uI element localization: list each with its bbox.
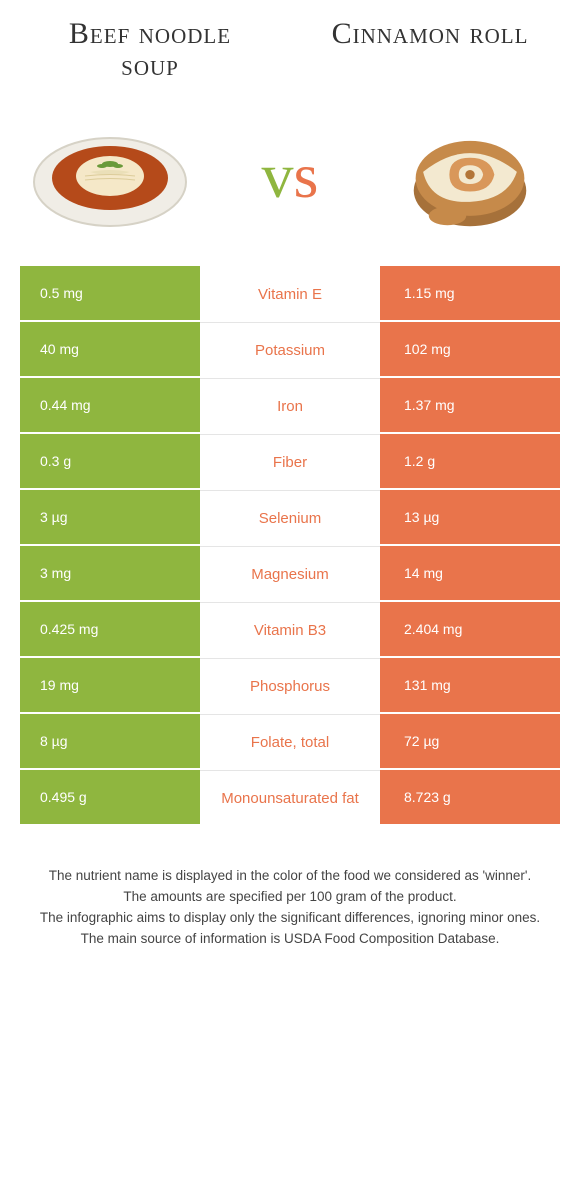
nutrient-label: Potassium bbox=[200, 322, 380, 378]
table-row: 3 µgSelenium13 µg bbox=[20, 490, 560, 546]
vs-label: vs bbox=[262, 139, 319, 213]
nutrient-table: 0.5 mgVitamin E1.15 mg40 mgPotassium102 … bbox=[20, 266, 560, 826]
table-row: 0.44 mgIron1.37 mg bbox=[20, 378, 560, 434]
left-food-image bbox=[30, 116, 190, 236]
table-row: 40 mgPotassium102 mg bbox=[20, 322, 560, 378]
table-row: 19 mgPhosphorus131 mg bbox=[20, 658, 560, 714]
right-value: 1.37 mg bbox=[380, 378, 560, 434]
footer-line: The nutrient name is displayed in the co… bbox=[26, 866, 554, 887]
nutrient-label: Phosphorus bbox=[200, 658, 380, 714]
right-value: 72 µg bbox=[380, 714, 560, 770]
left-value: 3 mg bbox=[20, 546, 200, 602]
footer-line: The amounts are specified per 100 gram o… bbox=[26, 887, 554, 908]
nutrient-label: Vitamin E bbox=[200, 266, 380, 322]
footer-notes: The nutrient name is displayed in the co… bbox=[20, 826, 560, 950]
right-value: 1.15 mg bbox=[380, 266, 560, 322]
table-row: 0.5 mgVitamin E1.15 mg bbox=[20, 266, 560, 322]
nutrient-label: Vitamin B3 bbox=[200, 602, 380, 658]
left-value: 0.3 g bbox=[20, 434, 200, 490]
right-value: 13 µg bbox=[380, 490, 560, 546]
table-row: 0.425 mgVitamin B32.404 mg bbox=[20, 602, 560, 658]
nutrient-label: Folate, total bbox=[200, 714, 380, 770]
footer-line: The infographic aims to display only the… bbox=[26, 908, 554, 929]
left-value: 40 mg bbox=[20, 322, 200, 378]
header: Beef noodle soup Cinnamon roll bbox=[20, 0, 560, 91]
vs-row: vs bbox=[20, 91, 560, 266]
table-row: 8 µgFolate, total72 µg bbox=[20, 714, 560, 770]
left-food-title: Beef noodle soup bbox=[50, 18, 250, 81]
left-value: 8 µg bbox=[20, 714, 200, 770]
table-row: 3 mgMagnesium14 mg bbox=[20, 546, 560, 602]
right-value: 14 mg bbox=[380, 546, 560, 602]
left-value: 0.44 mg bbox=[20, 378, 200, 434]
left-value: 0.5 mg bbox=[20, 266, 200, 322]
nutrient-label: Selenium bbox=[200, 490, 380, 546]
right-value: 2.404 mg bbox=[380, 602, 560, 658]
right-value: 1.2 g bbox=[380, 434, 560, 490]
right-value: 131 mg bbox=[380, 658, 560, 714]
right-food-image bbox=[390, 116, 550, 236]
left-value: 3 µg bbox=[20, 490, 200, 546]
table-row: 0.3 gFiber1.2 g bbox=[20, 434, 560, 490]
right-value: 8.723 g bbox=[380, 770, 560, 826]
nutrient-label: Magnesium bbox=[200, 546, 380, 602]
footer-line: The main source of information is USDA F… bbox=[26, 929, 554, 950]
nutrient-label: Monounsaturated fat bbox=[200, 770, 380, 826]
left-value: 0.425 mg bbox=[20, 602, 200, 658]
nutrient-label: Fiber bbox=[200, 434, 380, 490]
table-row: 0.495 gMonounsaturated fat8.723 g bbox=[20, 770, 560, 826]
right-value: 102 mg bbox=[380, 322, 560, 378]
right-food-title: Cinnamon roll bbox=[330, 18, 530, 81]
left-value: 19 mg bbox=[20, 658, 200, 714]
left-value: 0.495 g bbox=[20, 770, 200, 826]
nutrient-label: Iron bbox=[200, 378, 380, 434]
